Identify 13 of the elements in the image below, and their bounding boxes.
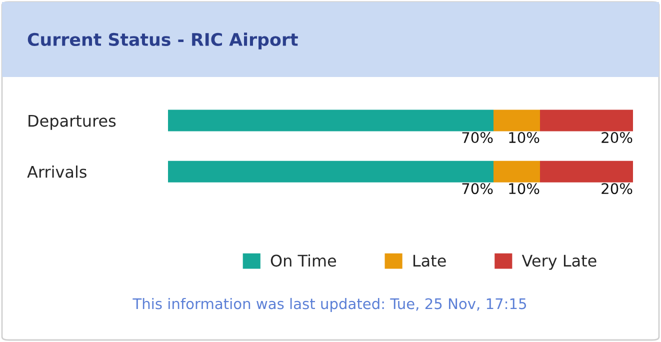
data-label: 20% [602,132,632,144]
data-label: 10% [509,183,540,194]
data-label: 10% [509,132,540,144]
data-label: 70% [462,132,493,144]
data-label: 20% [602,183,632,194]
legend-label: Very Late [522,254,596,270]
data-label: 70% [462,183,493,194]
legend-label: Late [413,254,446,267]
y-tick-label: Arrivals [27,166,86,178]
legend-label: On Time [270,254,336,267]
chart-title: Current Status - RIC Airport [28,32,298,50]
text: This information was last updated: Tue, 25 Nov, 17:15 [132,298,526,312]
y-tick-label: Departures [28,114,116,130]
